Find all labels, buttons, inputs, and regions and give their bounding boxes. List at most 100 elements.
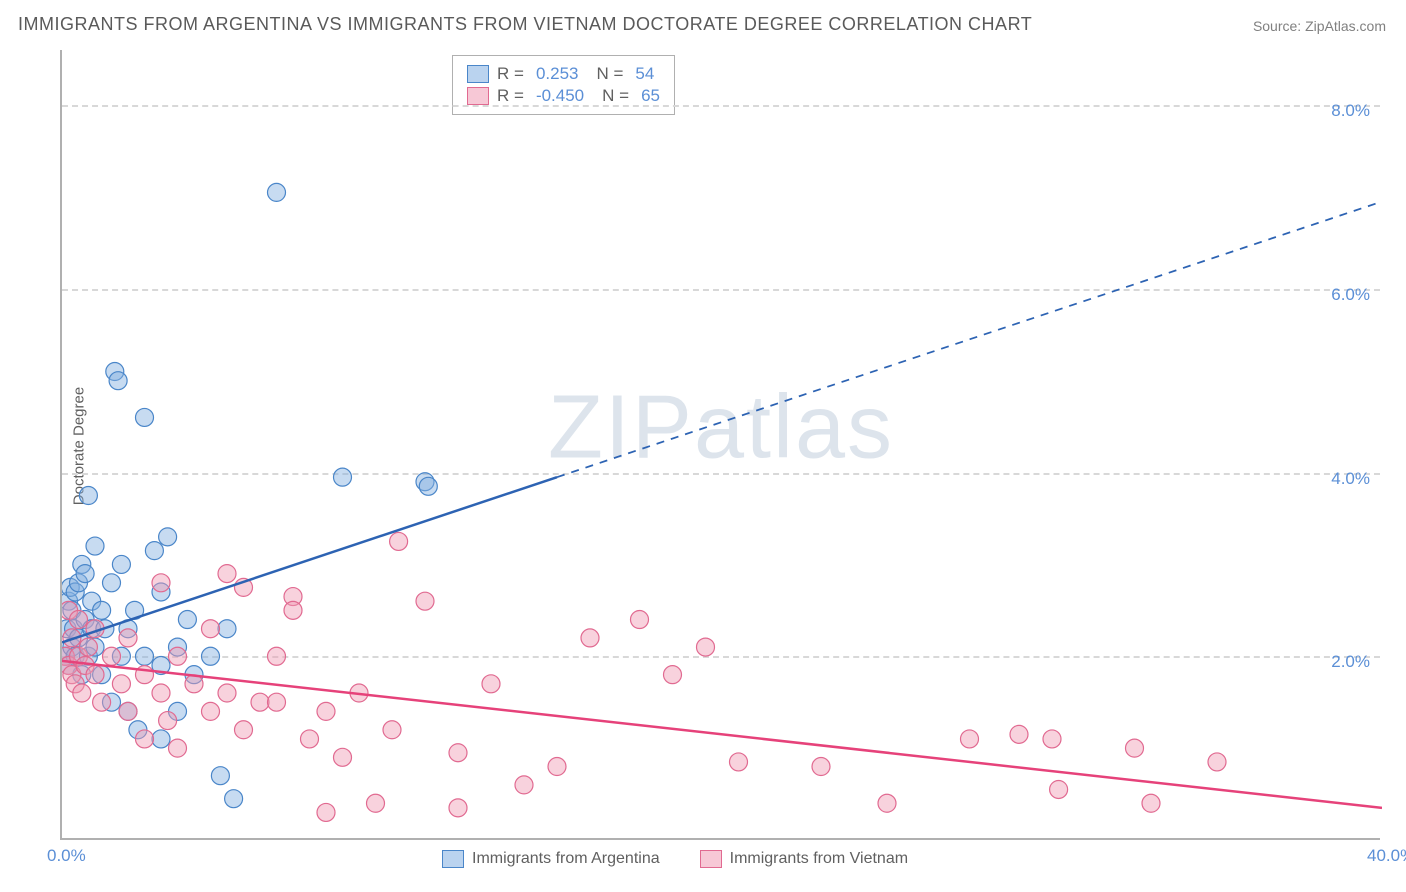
data-point xyxy=(383,721,401,739)
data-point xyxy=(119,620,137,638)
data-point xyxy=(119,629,137,647)
data-point xyxy=(86,666,104,684)
data-point xyxy=(218,684,236,702)
data-point xyxy=(62,620,76,638)
data-point xyxy=(169,739,187,757)
data-point xyxy=(449,744,467,762)
data-point xyxy=(218,565,236,583)
data-point xyxy=(86,638,104,656)
data-point xyxy=(76,611,94,629)
data-point xyxy=(109,372,127,390)
data-point xyxy=(126,601,144,619)
bottom-legend-argentina: Immigrants from Argentina xyxy=(442,850,660,868)
data-point xyxy=(73,684,91,702)
data-point xyxy=(93,666,111,684)
data-point xyxy=(202,702,220,720)
chart-svg xyxy=(62,50,1382,840)
x-tick-label: 40.0% xyxy=(1367,846,1406,866)
data-point xyxy=(449,799,467,817)
data-point xyxy=(119,702,137,720)
y-tick-label: 4.0% xyxy=(1331,469,1370,489)
data-point xyxy=(334,748,352,766)
watermark: ZIPatlas xyxy=(548,377,894,480)
data-point xyxy=(79,638,97,656)
trend-line xyxy=(62,477,557,642)
data-point xyxy=(159,712,177,730)
data-point xyxy=(317,803,335,821)
x-tick-label: 0.0% xyxy=(47,846,86,866)
swatch-argentina xyxy=(467,65,489,83)
data-point xyxy=(878,794,896,812)
data-point xyxy=(86,620,104,638)
data-point xyxy=(70,574,88,592)
data-point xyxy=(62,578,79,596)
data-point xyxy=(178,611,196,629)
data-point xyxy=(1050,780,1068,798)
data-point xyxy=(390,532,408,550)
data-point xyxy=(112,555,130,573)
data-point xyxy=(66,675,84,693)
data-point xyxy=(185,675,203,693)
legend-row-vietnam: R =-0.450 N =65 xyxy=(467,86,660,106)
data-point xyxy=(129,721,147,739)
data-point xyxy=(119,702,137,720)
bottom-legend: Immigrants from Argentina Immigrants fro… xyxy=(442,850,908,868)
data-point xyxy=(1010,725,1028,743)
data-point xyxy=(730,753,748,771)
data-point xyxy=(268,183,286,201)
data-point xyxy=(62,592,78,610)
data-point xyxy=(268,693,286,711)
data-point xyxy=(145,542,163,560)
data-point xyxy=(62,601,78,619)
data-point xyxy=(63,638,81,656)
data-point xyxy=(664,666,682,684)
data-point xyxy=(83,592,101,610)
data-point xyxy=(73,666,91,684)
data-point xyxy=(301,730,319,748)
data-point xyxy=(317,702,335,720)
trend-line xyxy=(62,661,1382,808)
data-point xyxy=(581,629,599,647)
scatter-plot-area: ZIPatlas R =0.253 N =54 R =-0.450 N =65 … xyxy=(60,50,1380,840)
y-tick-label: 6.0% xyxy=(1331,285,1370,305)
data-point xyxy=(185,666,203,684)
data-point xyxy=(152,583,170,601)
data-point xyxy=(73,555,91,573)
data-point xyxy=(548,758,566,776)
data-point xyxy=(96,620,114,638)
data-point xyxy=(76,565,94,583)
data-point xyxy=(76,656,94,674)
data-point xyxy=(169,702,187,720)
data-point xyxy=(631,611,649,629)
data-point xyxy=(159,528,177,546)
data-point xyxy=(65,620,83,638)
data-point xyxy=(697,638,715,656)
data-point xyxy=(70,611,88,629)
data-point xyxy=(103,574,121,592)
data-point xyxy=(334,468,352,486)
data-point xyxy=(482,675,500,693)
data-point xyxy=(284,588,302,606)
data-point xyxy=(225,790,243,808)
data-point xyxy=(93,693,111,711)
data-point xyxy=(961,730,979,748)
chart-title: IMMIGRANTS FROM ARGENTINA VS IMMIGRANTS … xyxy=(18,14,1032,35)
data-point xyxy=(350,684,368,702)
data-point xyxy=(86,537,104,555)
data-point xyxy=(70,629,88,647)
data-point xyxy=(112,675,130,693)
data-point xyxy=(106,363,124,381)
data-point xyxy=(62,656,78,674)
data-point xyxy=(62,656,78,674)
data-point xyxy=(63,629,81,647)
y-tick-label: 2.0% xyxy=(1331,652,1370,672)
data-point xyxy=(136,666,154,684)
y-tick-label: 8.0% xyxy=(1331,101,1370,121)
bottom-legend-vietnam: Immigrants from Vietnam xyxy=(700,850,908,868)
data-point xyxy=(284,601,302,619)
data-point xyxy=(515,776,533,794)
gridline xyxy=(62,289,1380,291)
trend-line-dashed xyxy=(557,202,1382,478)
data-point xyxy=(419,477,437,495)
data-point xyxy=(211,767,229,785)
